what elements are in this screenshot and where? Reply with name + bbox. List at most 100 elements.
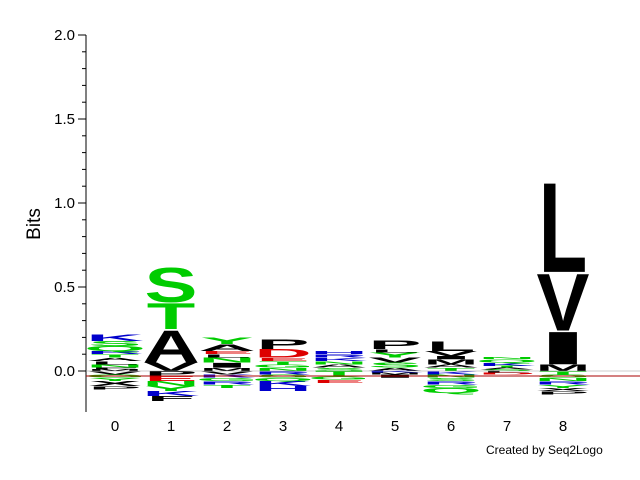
- logo-letter-F: F: [147, 395, 196, 403]
- logo-letter-R: R: [198, 380, 255, 385]
- logo-letter-T: T: [147, 296, 196, 338]
- logo-letter-S: S: [89, 339, 142, 347]
- logo-letter-H: H: [254, 385, 311, 393]
- logo-letter-A: A: [142, 320, 199, 372]
- logo-letter-K: K: [422, 370, 480, 375]
- x-tick-label: 5: [391, 418, 399, 435]
- logo-letter-T: T: [91, 353, 140, 358]
- logo-letter-N: N: [534, 377, 591, 382]
- logo-letter-I: I: [200, 361, 254, 369]
- logo-letter-L: L: [91, 360, 140, 365]
- logo-letter-Q: Q: [84, 345, 146, 353]
- logo-letter-G: G: [308, 375, 370, 380]
- logo-letter-E: E: [145, 375, 198, 383]
- logo-letter-Q: Q: [476, 358, 538, 363]
- logo-letter-Q: Q: [252, 377, 314, 382]
- logo-letter-M: M: [368, 372, 422, 375]
- letter-stacks: MFNLATRQSKVGYXPVATSPENYKFMINLEAYVKGRTNGT…: [84, 155, 640, 403]
- logo-letter-N: N: [478, 357, 535, 360]
- x-tick-label: 7: [503, 418, 511, 435]
- logo-letter-M: M: [88, 369, 142, 372]
- logo-letter-A: A: [86, 357, 143, 362]
- logo-letter-N: N: [254, 367, 311, 372]
- x-tick-label: 6: [447, 418, 455, 435]
- logo-letter-P: P: [369, 339, 422, 352]
- logo-letter-V: V: [89, 370, 143, 375]
- logo-letter-S: S: [369, 361, 422, 369]
- logo-letter-V: V: [145, 361, 198, 374]
- logo-letter-K: K: [142, 390, 200, 398]
- x-axis: 0 1 2 3 4 5 6 7 8: [111, 418, 567, 435]
- logo-letter-I: I: [424, 355, 478, 360]
- x-tick-label: 1: [167, 418, 175, 435]
- logo-letter-M: M: [536, 363, 590, 373]
- logo-letter-V: V: [369, 356, 423, 364]
- logo-letter-V: V: [201, 370, 255, 375]
- logo-letter-E: E: [201, 350, 254, 355]
- y-tick-label: 0.5: [54, 279, 75, 296]
- logo-letter-S: S: [425, 377, 478, 382]
- logo-letter-R: R: [534, 380, 591, 385]
- logo-letter-A: A: [310, 363, 367, 368]
- logo-letter-M: M: [200, 367, 254, 372]
- logo-letter-Y: Y: [369, 351, 422, 359]
- logo-letter-P: P: [257, 337, 310, 353]
- logo-letter-L: L: [539, 155, 588, 299]
- logo-letter-N: N: [198, 356, 255, 364]
- logo-letter-P: P: [537, 390, 590, 395]
- logo-letter-A: A: [366, 367, 423, 372]
- logo-letter-D: D: [254, 347, 311, 360]
- logo-letter-L: L: [427, 338, 476, 354]
- logo-letter-Y: Y: [537, 384, 590, 389]
- x-tick-label: 3: [279, 418, 287, 435]
- y-tick-label: 2.0: [54, 27, 75, 44]
- logo-letter-K: K: [310, 357, 368, 362]
- logo-letter-L: L: [203, 353, 252, 358]
- logo-letter-A: A: [422, 363, 479, 368]
- logo-letter-R: R: [86, 350, 143, 355]
- logo-letter-K: K: [478, 362, 536, 367]
- logo-letter-T: T: [259, 360, 308, 365]
- logo-letter-K: K: [86, 332, 144, 342]
- logo-letter-K: K: [254, 380, 312, 388]
- logo-letter-V: V: [537, 258, 590, 349]
- logo-letter-Y: Y: [201, 336, 254, 346]
- y-tick-label: 0.0: [54, 363, 75, 380]
- logo-letter-N: N: [86, 363, 143, 368]
- logo-letter-E: E: [257, 357, 310, 362]
- credit-text: Created by Seq2Logo: [486, 443, 603, 457]
- logo-letter-S: S: [481, 369, 534, 372]
- logo-letter-Y: Y: [89, 377, 142, 382]
- logo-letter-X: X: [537, 387, 591, 392]
- logo-letter-T: T: [483, 366, 532, 369]
- y-axis: 0.0 0.5 1.0 1.5 2.0: [54, 27, 87, 412]
- y-tick-label: 1.5: [54, 111, 75, 128]
- logo-letter-A: A: [478, 367, 535, 370]
- logo-letter-L: L: [371, 348, 420, 353]
- logo-letter-N: N: [310, 360, 367, 365]
- x-tick-label: 8: [559, 418, 567, 435]
- logo-letter-T: T: [427, 367, 476, 372]
- x-tick-label: 4: [335, 418, 343, 435]
- logo-letter-R: R: [422, 380, 479, 385]
- logo-letter-X: X: [89, 380, 143, 388]
- logo-letter-R: R: [254, 370, 311, 375]
- logo-letter-P: P: [89, 385, 142, 390]
- logo-letter-F: F: [91, 367, 140, 370]
- y-tick-label: 1.0: [54, 195, 75, 212]
- logo-letter-M: M: [424, 358, 478, 366]
- logo-letter-E: E: [313, 379, 366, 384]
- logo-letter-I: I: [536, 322, 590, 374]
- logo-letter-D: D: [478, 372, 535, 375]
- logo-letter-G: G: [420, 384, 482, 389]
- logo-letter-N: N: [142, 380, 199, 388]
- logo-letter-K: K: [366, 371, 424, 374]
- logo-letter-Q: Q: [420, 387, 482, 395]
- logo-letter-G: G: [196, 377, 258, 382]
- logo-letter-S: S: [145, 258, 198, 313]
- x-tick-label: 2: [223, 418, 231, 435]
- logo-letter-A: A: [198, 342, 255, 352]
- logo-letter-T: T: [203, 384, 252, 389]
- logo-letter-S: S: [313, 367, 366, 372]
